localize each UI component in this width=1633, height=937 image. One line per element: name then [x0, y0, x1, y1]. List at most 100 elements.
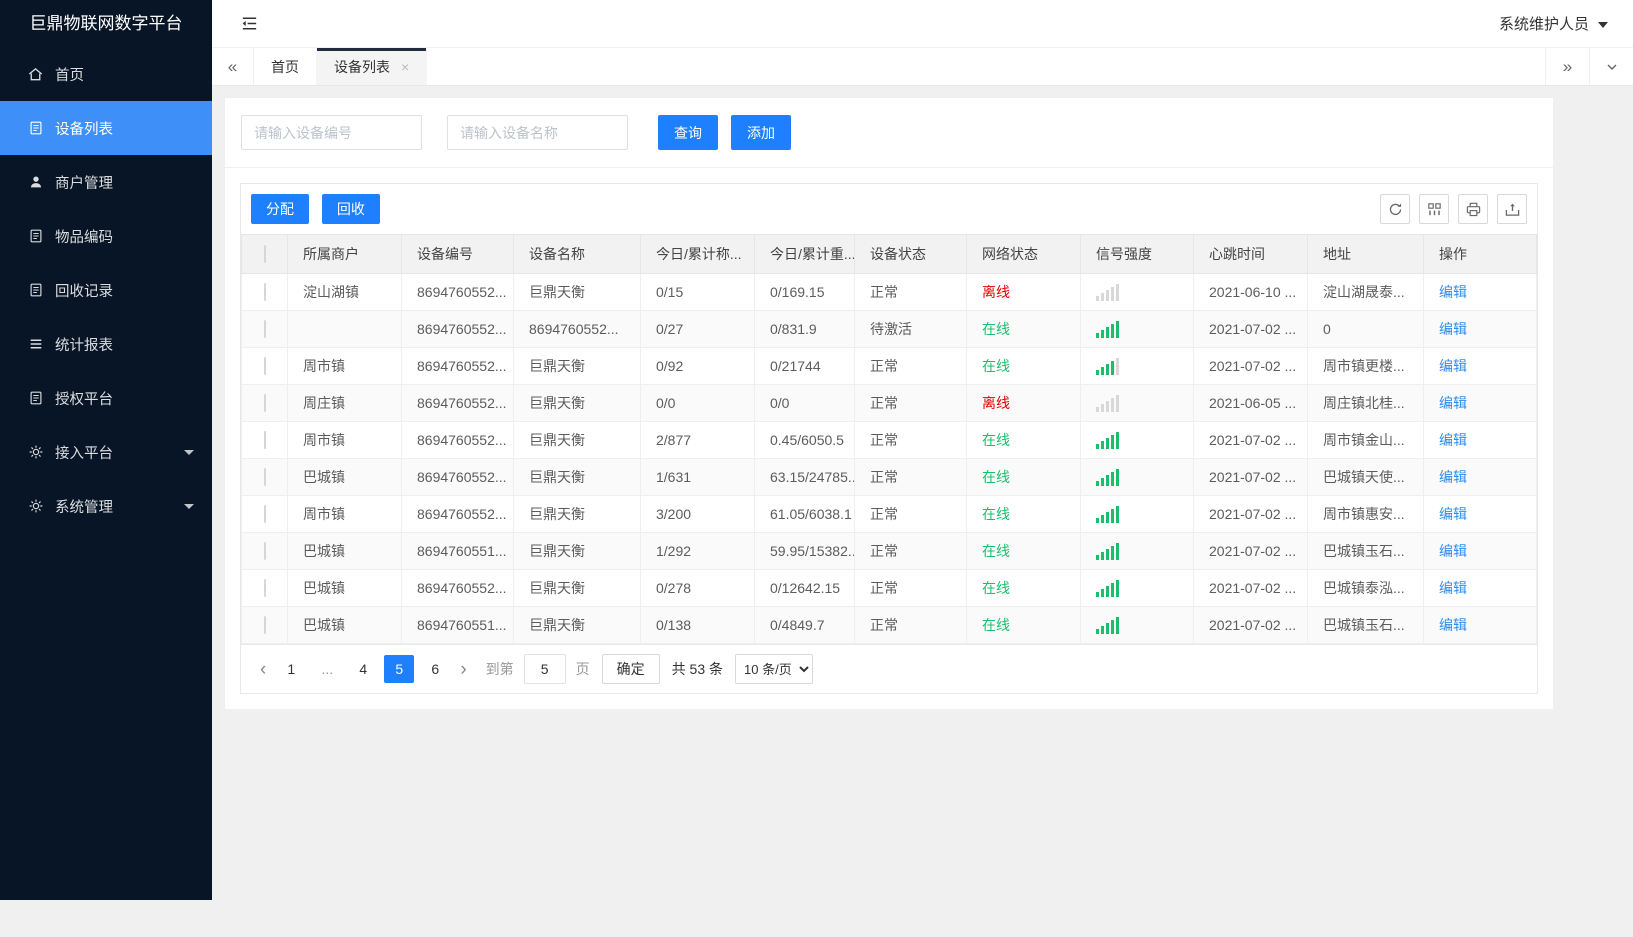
confirm-button[interactable]: 确定: [601, 654, 660, 684]
row-checkbox[interactable]: [263, 616, 266, 634]
refresh-button[interactable]: [1380, 194, 1410, 224]
cell-device_status: 正常: [854, 532, 967, 570]
tab-bar-controls: »: [1545, 48, 1633, 85]
add-button[interactable]: 添加: [731, 115, 791, 150]
cell-device_status: 正常: [854, 569, 967, 607]
row-checkbox[interactable]: [263, 542, 266, 560]
table-header-row: 所属商户 设备编号 设备名称 今日/累计称... 今日/累计重... 设备状态 网络状态 信号…: [241, 234, 1537, 274]
prev-page-button[interactable]: ‹: [260, 658, 267, 680]
print-button[interactable]: [1458, 194, 1488, 224]
edit-link[interactable]: 编辑: [1439, 617, 1467, 633]
row-checkbox[interactable]: [263, 283, 266, 301]
row-checkbox[interactable]: [263, 579, 266, 597]
cell-operation: 编辑: [1423, 458, 1537, 496]
main-column: 系统维护人员 « 首页 设备列表 × » 查询 添加: [212, 0, 1633, 900]
table-toolbar: 分配 回收: [241, 184, 1537, 234]
sidebar-item-label: 接入平台: [55, 445, 113, 462]
cell-address: 周市镇更楼...: [1307, 347, 1424, 385]
sidebar-item-item-code[interactable]: 物品编码: [0, 209, 212, 263]
assign-button[interactable]: 分配: [251, 194, 309, 224]
table-body: 淀山湖镇 8694760552... 巨鼎天衡 0/15 0/169.15 正常 离线 202…: [241, 273, 1537, 644]
cell-merchant: 巴城镇: [287, 532, 402, 570]
sidebar-item-stats-report[interactable]: 统计报表: [0, 317, 212, 371]
edit-link[interactable]: 编辑: [1439, 469, 1467, 485]
export-button[interactable]: [1497, 194, 1527, 224]
edit-link[interactable]: 编辑: [1439, 358, 1467, 374]
row-checkbox[interactable]: [263, 431, 266, 449]
edit-link[interactable]: 编辑: [1439, 432, 1467, 448]
cell-device_no: 8694760552...: [401, 310, 514, 348]
page-button-1[interactable]: 1: [287, 661, 296, 677]
cell-device_no: 8694760552...: [401, 495, 514, 533]
sidebar-item-merchant-mgmt[interactable]: 商户管理: [0, 155, 212, 209]
cell-merchant: 巴城镇: [287, 458, 402, 496]
sidebar-item-access-platform[interactable]: 接入平台: [0, 425, 212, 479]
sidebar-item-device-list[interactable]: 设备列表: [0, 101, 212, 155]
recycle-button[interactable]: 回收: [321, 194, 380, 224]
edit-link[interactable]: 编辑: [1439, 543, 1467, 559]
cell-operation: 编辑: [1423, 273, 1537, 311]
next-page-button[interactable]: ›: [460, 658, 467, 680]
page-button-5[interactable]: 5: [384, 655, 415, 683]
table-row: 8694760552... 8694760552... 0/27 0/831.9 待激活…: [241, 310, 1537, 348]
cell-network-status: 在线: [966, 606, 1081, 644]
device-no-input[interactable]: [241, 115, 422, 150]
cell-device_name: 巨鼎天衡: [513, 606, 641, 644]
sidebar-item-recycle-record[interactable]: 回收记录: [0, 263, 212, 317]
row-checkbox[interactable]: [263, 468, 266, 486]
row-checkbox[interactable]: [263, 505, 266, 523]
app-title: 巨鼎物联网数字平台: [29, 14, 183, 33]
sidebar-item-system-mgmt[interactable]: 系统管理: [0, 479, 212, 533]
page-button-6[interactable]: 6: [431, 661, 440, 677]
doc-icon: [27, 120, 44, 137]
edit-link[interactable]: 编辑: [1439, 580, 1467, 596]
page-size-select[interactable]: 10 条/页: [735, 654, 814, 684]
cell-address: 淀山湖晟泰...: [1307, 273, 1424, 311]
select-all-checkbox[interactable]: [263, 245, 266, 263]
tabs-scroll-left-button[interactable]: «: [212, 48, 254, 85]
sidebar-item-home[interactable]: 首页: [0, 47, 212, 101]
cell-merchant: 周市镇: [287, 421, 402, 459]
tab-device-list[interactable]: 设备列表 ×: [317, 48, 428, 85]
doc-icon: [27, 282, 44, 299]
sidebar-item-auth-platform[interactable]: 授权平台: [0, 371, 212, 425]
edit-link[interactable]: 编辑: [1439, 395, 1467, 411]
row-checkbox[interactable]: [263, 320, 266, 338]
edit-link[interactable]: 编辑: [1439, 321, 1467, 337]
columns-button[interactable]: [1419, 194, 1449, 224]
tab-home[interactable]: 首页: [254, 48, 317, 85]
page-button-4[interactable]: 4: [359, 661, 368, 677]
close-icon[interactable]: ×: [401, 58, 410, 75]
edit-link[interactable]: 编辑: [1439, 506, 1467, 522]
goto-page-input[interactable]: [523, 654, 566, 684]
home-icon: [27, 66, 44, 83]
column-header: 信号强度: [1080, 234, 1194, 274]
tab-label: 首页: [271, 58, 299, 75]
sidebar-collapse-button[interactable]: [240, 14, 259, 33]
tabs-scroll-right-button[interactable]: »: [1545, 48, 1589, 85]
table-row: 周市镇 8694760552... 巨鼎天衡 0/92 0/21744 正常 在线 2021-…: [241, 347, 1537, 385]
cell-network-status: 在线: [966, 310, 1081, 348]
sidebar-item-label: 授权平台: [55, 391, 113, 408]
column-header: 所属商户: [287, 234, 402, 274]
edit-link[interactable]: 编辑: [1439, 284, 1467, 300]
caret-down-icon: [184, 449, 194, 455]
cell-signal-strength: [1080, 606, 1194, 644]
device-name-input[interactable]: [447, 115, 628, 150]
print-icon: [1465, 201, 1482, 218]
user-menu[interactable]: 系统维护人员: [1499, 13, 1608, 34]
row-checkbox[interactable]: [263, 394, 266, 412]
cell-today_count: 0/27: [640, 310, 755, 348]
cell-heartbeat: 2021-07-02 ...: [1193, 495, 1308, 533]
cell-today_weight: 0/12642.15: [754, 569, 855, 607]
cell-device_no: 8694760552...: [401, 347, 514, 385]
row-checkbox[interactable]: [263, 357, 266, 375]
cell-address: 0: [1307, 310, 1424, 348]
cell-signal-strength: [1080, 384, 1194, 422]
cell-address: 巴城镇天使...: [1307, 458, 1424, 496]
cell-device_name: 巨鼎天衡: [513, 458, 641, 496]
page-ellipsis[interactable]: ...: [321, 661, 334, 677]
tabs-menu-button[interactable]: [1589, 48, 1633, 85]
cell-merchant: 巴城镇: [287, 569, 402, 607]
query-button[interactable]: 查询: [658, 115, 718, 150]
